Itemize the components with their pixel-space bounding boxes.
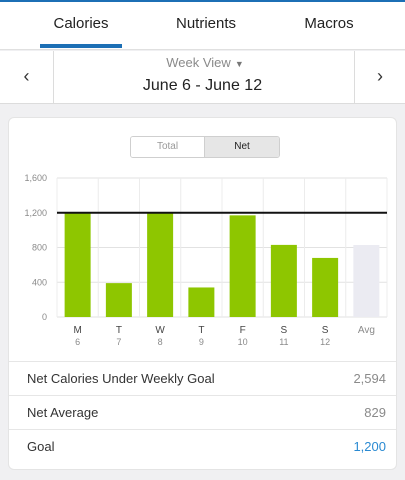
day-bar — [105, 283, 132, 317]
day-bar — [312, 257, 339, 317]
summary-value: 829 — [364, 405, 386, 420]
x-tick-label: S — [322, 325, 329, 336]
day-bar — [270, 244, 297, 317]
total-toggle-button[interactable]: Total — [131, 137, 205, 157]
tab-bar: Calories Nutrients Macros — [0, 2, 405, 50]
y-tick-label: 1,600 — [24, 173, 47, 183]
tab-nutrients[interactable]: Nutrients — [175, 15, 237, 32]
summary-label: Net Average — [27, 405, 99, 420]
x-tick-label: Avg — [358, 325, 375, 336]
view-selector[interactable]: Week View ▼ — [150, 55, 260, 73]
chevron-left-icon: ‹ — [23, 66, 30, 86]
x-tick-label: S — [281, 325, 288, 336]
caret-down-icon: ▼ — [234, 59, 244, 69]
date-range-label: June 6 - June 12 — [142, 77, 263, 94]
day-bar — [64, 212, 91, 317]
summary-label: Net Calories Under Weekly Goal — [27, 371, 215, 386]
y-tick-label: 0 — [42, 312, 47, 322]
next-week-button[interactable]: › — [354, 51, 405, 104]
day-bar — [147, 212, 174, 317]
x-tick-label: T — [198, 325, 204, 336]
y-tick-label: 1,200 — [24, 208, 47, 218]
x-day-number: 9 — [199, 337, 204, 347]
x-tick-label: W — [155, 325, 165, 336]
summary-row-net-average: Net Average 829 — [9, 395, 396, 429]
previous-week-button[interactable]: ‹ — [0, 51, 54, 104]
total-net-toggle: Total Net — [130, 136, 280, 158]
calories-card: Total Net 0 400 800 1,200 1,600 M 6 T 7 W 8 T 9 F 10 S 1… — [8, 117, 397, 470]
summary-value: 2,594 — [353, 371, 386, 386]
x-day-number: 10 — [238, 337, 248, 347]
view-selector-label: Week View — [166, 55, 231, 70]
summary-value: 1,200 — [353, 439, 386, 454]
x-day-number: 12 — [320, 337, 330, 347]
summary-row-goal: Goal 1,200 — [9, 429, 396, 463]
chevron-right-icon: › — [377, 66, 383, 86]
day-bar — [229, 215, 256, 317]
tab-calories[interactable]: Calories — [53, 15, 109, 32]
summary-list: Net Calories Under Weekly Goal 2,594 Net… — [9, 361, 396, 463]
y-tick-label: 800 — [32, 243, 47, 253]
x-tick-label: F — [240, 325, 246, 336]
net-toggle-button[interactable]: Net — [205, 137, 279, 157]
x-tick-label: T — [116, 325, 122, 336]
x-tick-label: M — [73, 325, 81, 336]
date-navigator: ‹ Week View ▼ June 6 - June 12 › — [0, 51, 405, 104]
tab-macros[interactable]: Macros — [304, 15, 354, 32]
summary-row-under-goal: Net Calories Under Weekly Goal 2,594 — [9, 361, 396, 395]
summary-label: Goal — [27, 439, 55, 454]
x-day-number: 11 — [279, 337, 288, 347]
top-accent-line — [0, 0, 405, 2]
y-tick-label: 400 — [32, 277, 47, 287]
day-bar — [188, 287, 215, 317]
x-day-number: 8 — [158, 337, 163, 347]
x-day-number: 7 — [116, 337, 121, 347]
active-tab-indicator — [40, 44, 122, 48]
x-day-number: 6 — [75, 337, 80, 347]
average-bar — [353, 244, 380, 317]
